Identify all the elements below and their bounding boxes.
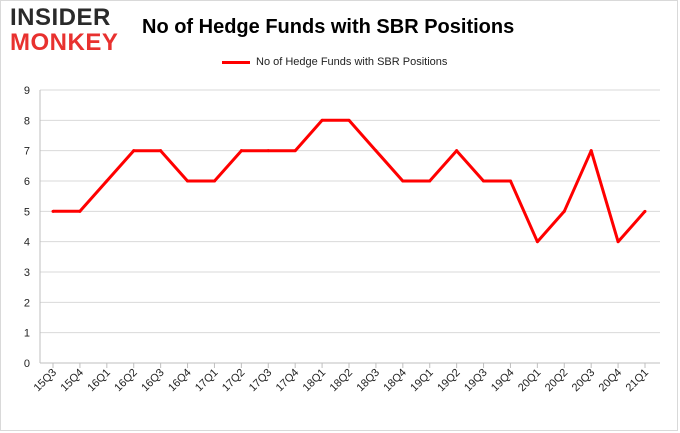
data-point [374,149,378,153]
y-tick-label: 8 [24,115,30,127]
data-point [159,149,163,153]
x-tick-label: 17Q2 [220,367,248,395]
data-point [105,179,109,183]
x-tick-label: 19Q1 [408,367,436,395]
y-tick-label: 0 [24,358,30,370]
x-tick-label: 19Q4 [489,367,517,395]
x-tick-label: 20Q1 [516,367,544,395]
data-point [643,209,647,213]
data-point [562,209,566,213]
data-point [212,179,216,183]
y-tick-label: 3 [24,267,30,279]
x-tick-label: 20Q3 [570,367,598,395]
y-tick-label: 9 [24,85,30,97]
x-tick-label: 17Q3 [247,367,275,395]
x-tick-label: 20Q4 [597,367,625,395]
data-point [239,149,243,153]
data-point [455,149,459,153]
x-tick-label: 17Q4 [274,367,302,395]
y-tick-label: 6 [24,176,30,188]
data-point [347,118,351,122]
data-point [589,149,593,153]
chart-legend: No of Hedge Funds with SBR Positions [222,54,447,70]
x-tick-label: 18Q2 [328,367,356,395]
x-tick-label: 18Q4 [381,367,409,395]
data-point [508,179,512,183]
x-tick-label: 19Q2 [435,367,463,395]
x-tick-label: 16Q1 [85,367,113,395]
logo-line-1: INSIDER [10,4,111,31]
chart-title: No of Hedge Funds with SBR Positions [142,16,515,38]
x-tick-label: 21Q1 [624,367,652,395]
legend-line-swatch [222,60,250,64]
y-tick-label: 1 [24,328,30,340]
data-point [293,149,297,153]
x-tick-label: 16Q2 [112,367,140,395]
insider-monkey-logo: INSIDER MONKEY [10,6,126,55]
data-point [78,209,82,213]
data-point [132,149,136,153]
y-tick-label: 7 [24,146,30,158]
x-tick-label: 19Q3 [462,367,490,395]
x-tick-label: 16Q4 [166,367,194,395]
data-point [186,179,190,183]
x-tick-label: 18Q1 [301,367,329,395]
data-point [266,149,270,153]
data-point [535,240,539,244]
x-tick-label: 15Q3 [32,367,60,395]
logo-line-2: MONKEY [10,29,119,56]
legend-label: No of Hedge Funds with SBR Positions [256,56,448,68]
data-point [616,240,620,244]
y-tick-label: 5 [24,206,30,218]
x-tick-label: 17Q1 [193,367,221,395]
x-tick-label: 16Q3 [139,367,167,395]
data-point [482,179,486,183]
data-point [401,179,405,183]
x-tick-label: 20Q2 [543,367,571,395]
data-point [428,179,432,183]
data-point [51,209,55,213]
data-point [320,118,324,122]
x-tick-label: 15Q4 [59,367,87,395]
x-tick-label: 18Q3 [355,367,383,395]
y-tick-label: 4 [24,237,30,249]
y-tick-label: 2 [24,297,30,309]
